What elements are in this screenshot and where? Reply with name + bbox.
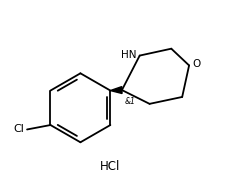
Text: HCl: HCl	[99, 160, 120, 173]
Text: &1: &1	[124, 97, 135, 106]
Text: O: O	[191, 59, 199, 69]
Text: Cl: Cl	[13, 124, 24, 134]
Polygon shape	[110, 87, 122, 93]
Text: HN: HN	[121, 50, 136, 60]
